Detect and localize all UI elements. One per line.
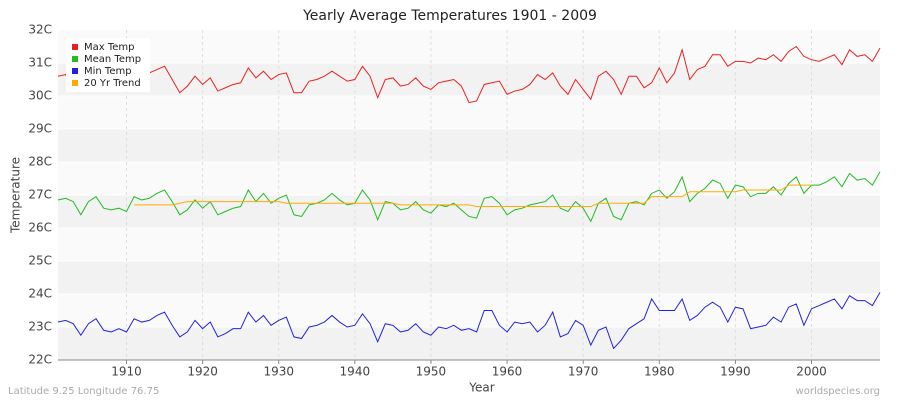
series-line	[57, 171, 881, 223]
grid-band	[58, 327, 880, 360]
grid-band	[58, 261, 880, 294]
legend-swatch	[72, 44, 78, 50]
legend-box	[66, 38, 150, 92]
footer-right: worldspecies.org	[796, 386, 880, 397]
x-tick-label: 1930	[263, 365, 294, 379]
y-tick-label: 25C	[28, 254, 52, 268]
y-tick-label: 27C	[28, 188, 52, 202]
x-tick-label: 1940	[340, 365, 371, 379]
legend-label: Min Temp	[84, 66, 132, 77]
y-tick-label: 32C	[28, 23, 52, 37]
series-line	[57, 292, 881, 350]
x-tick-label: 1910	[111, 365, 142, 379]
plot-area: 22C 23C 24C 25C 26C 27C 28C 29C 30C 31C 32C 1910 192…	[28, 23, 881, 379]
legend-swatch	[72, 56, 78, 62]
series-line	[57, 45, 881, 104]
x-tick-label: 1970	[568, 365, 599, 379]
grid-band	[58, 30, 880, 63]
legend-label: 20 Yr Trend	[84, 78, 141, 89]
grid-band	[58, 129, 880, 162]
legend-swatch	[72, 80, 78, 86]
y-axis-label: Temperature	[9, 157, 23, 234]
series-line	[134, 184, 812, 208]
y-tick-label: 29C	[28, 122, 52, 136]
x-tick-label: 1980	[644, 365, 675, 379]
legend-label: Mean Temp	[84, 54, 141, 65]
y-tick-label: 22C	[28, 353, 52, 367]
x-tick-label: 1950	[416, 365, 447, 379]
x-axis-label: Year	[468, 381, 494, 395]
x-tick-label: 1960	[492, 365, 523, 379]
grid-band	[58, 195, 880, 228]
x-tick-label: 1920	[187, 365, 218, 379]
grid-band	[58, 294, 880, 327]
chart-title: Yearly Average Temperatures 1901 - 2009	[302, 8, 597, 24]
grid-band	[58, 162, 880, 195]
x-tick-label: 2000	[796, 365, 827, 379]
y-tick-label: 30C	[28, 89, 52, 103]
grid-band	[58, 228, 880, 261]
y-tick-label: 28C	[28, 155, 52, 169]
x-tick-label: 1990	[720, 365, 751, 379]
footer-left: Latitude 9.25 Longitude 76.75	[8, 386, 159, 397]
legend-swatch	[72, 68, 78, 74]
grid-band	[58, 63, 880, 96]
grid-band	[58, 96, 880, 129]
y-tick-label: 24C	[28, 287, 52, 301]
y-tick-label: 23C	[28, 320, 52, 334]
y-tick-label: 26C	[28, 221, 52, 235]
legend-label: Max Temp	[84, 42, 135, 53]
y-tick-label: 31C	[28, 56, 52, 70]
